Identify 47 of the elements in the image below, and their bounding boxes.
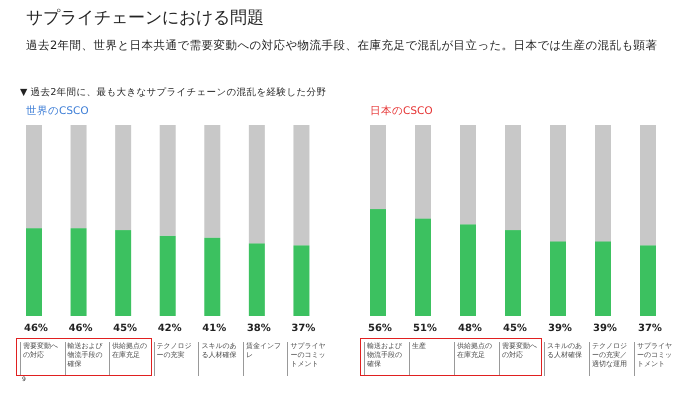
text: サプライチェーンにおける問題 (26, 7, 264, 29)
bar (550, 242, 566, 316)
data-label: 45% (113, 323, 138, 334)
data-label: 48% (458, 323, 482, 334)
bar (70, 125, 87, 228)
bar (640, 125, 656, 246)
bar (160, 236, 176, 316)
bar (293, 125, 310, 246)
bar (248, 243, 265, 316)
bar (640, 245, 656, 316)
bar (204, 125, 220, 238)
data-label: 37% (291, 323, 316, 334)
text: 過去2年間、世界と日本共通で需要変動への対応や物流手段、在庫充足で混乱が目立った。日本では生産の混乱も顕著 (26, 38, 658, 53)
bar (160, 125, 176, 236)
bar (460, 125, 476, 224)
data-label: 56% (368, 323, 392, 334)
data-label: 51% (413, 323, 437, 334)
bar (505, 125, 521, 230)
data-label: 45% (503, 323, 527, 334)
chart-title: 世界のCSCO (26, 104, 89, 118)
data-label: 38% (246, 323, 271, 334)
bar (415, 125, 431, 219)
bar (204, 238, 220, 316)
bar (460, 224, 476, 316)
data-label: 46% (68, 323, 92, 334)
data-label: 39% (548, 323, 572, 334)
data-label: 37% (638, 323, 662, 334)
bar (70, 228, 87, 316)
chart-title: 日本のCSCO (370, 104, 433, 118)
bar (370, 125, 386, 210)
bar (115, 230, 132, 316)
data-label: 42% (158, 323, 182, 334)
bar (595, 125, 611, 242)
data-label: 46% (24, 323, 48, 334)
bar (415, 218, 431, 316)
bar (293, 245, 310, 316)
bar (505, 230, 521, 316)
bar (115, 125, 132, 230)
bar (370, 209, 386, 316)
text: ▼ 過去2年間に、最も大きなサプライチェーンの混乱を経験した分野 (20, 86, 326, 99)
data-label: 41% (202, 323, 226, 334)
bar (550, 125, 566, 242)
bar (26, 125, 42, 228)
data-label: 39% (593, 323, 617, 334)
bar (595, 242, 611, 316)
bar (26, 228, 42, 316)
bar (248, 125, 265, 244)
